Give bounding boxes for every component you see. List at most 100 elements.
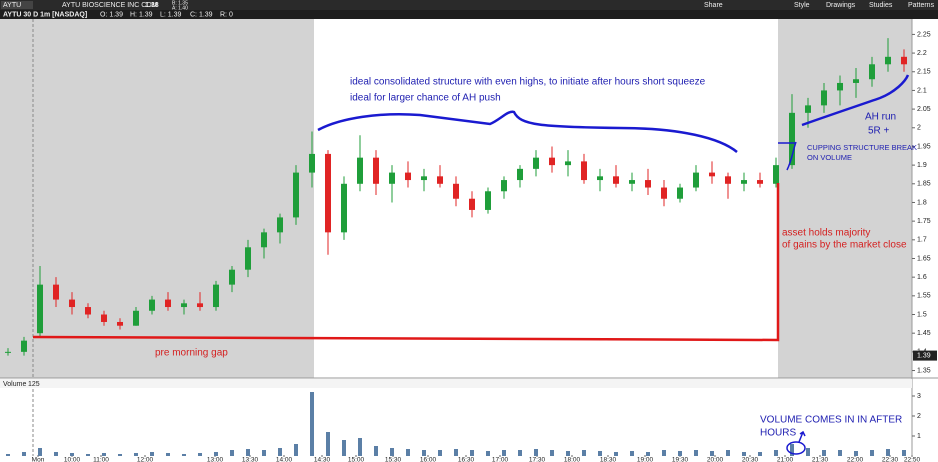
x-tick-label: 21:30 [812, 457, 829, 462]
x-tick-label: 20:00 [707, 457, 724, 462]
x-tick-label: 13:00 [207, 457, 224, 462]
x-tick-label: 15:30 [385, 457, 402, 462]
volume-bar [486, 451, 490, 456]
candle-body [501, 180, 507, 192]
annotation-line [32, 183, 780, 342]
volume-bar [358, 438, 362, 456]
ohlc-value: C: 1.39 [190, 11, 213, 18]
volume-bar [6, 454, 10, 456]
x-tick-label: 14:30 [314, 457, 331, 462]
candle-body [821, 90, 827, 106]
button[interactable]: Studies [869, 2, 893, 9]
y-tick-label: 2.05 [917, 106, 931, 113]
last-price-box [913, 350, 937, 361]
volume-bar [294, 444, 298, 456]
y-tick-label: 1.9 [917, 162, 927, 169]
ohlc-value: L: 1.39 [160, 11, 182, 18]
candle-body [693, 172, 699, 188]
candle-body [773, 165, 779, 184]
y-tick-label: 1.85 [917, 181, 931, 188]
candle-body [453, 183, 459, 199]
ohlc-readout: O: 1.39 H: 1.39 L: 1.39 C: 1.39 R: 0 [100, 11, 233, 18]
volume-bar [454, 449, 458, 456]
volume-tick-label: 3 [917, 393, 921, 400]
candle-body [469, 198, 475, 210]
candle-body [69, 299, 75, 308]
candle-body [629, 180, 635, 184]
candle-body [421, 176, 427, 181]
candle-body [277, 217, 283, 233]
x-tick-label: 16:30 [458, 457, 475, 462]
x-tick-label: 18:30 [600, 457, 617, 462]
candle-body [517, 168, 523, 181]
x-tick-label: 20:30 [742, 457, 759, 462]
button[interactable]: Share [704, 2, 723, 9]
button[interactable]: Style [794, 2, 810, 9]
bid: B: 1.35 [172, 0, 188, 6]
volume-bar [166, 453, 170, 456]
button[interactable]: Patterns [908, 2, 935, 9]
volume-bar [646, 452, 650, 456]
y-tick-label: 1.45 [917, 330, 931, 337]
x-tick-label: 21:00 [777, 457, 794, 462]
x-tick-label: 18:00 [564, 457, 581, 462]
symbol-box[interactable] [1, 1, 33, 9]
study-bar [0, 10, 938, 19]
volume-bar [566, 451, 570, 456]
volume-bar [902, 450, 906, 456]
volume-bar [886, 449, 890, 456]
annotation: AH run [865, 112, 896, 123]
candle-body [549, 157, 555, 166]
candle-body [261, 232, 267, 248]
volume-bar [246, 449, 250, 456]
volume-bar [182, 454, 186, 456]
last-price-label: 1.39 [917, 352, 931, 359]
volume-bar [150, 452, 154, 456]
y-tick-label: 2.25 [917, 31, 931, 38]
volume-bar [22, 452, 26, 456]
x-tick-label: 19:00 [637, 457, 654, 462]
volume-bar [614, 452, 618, 456]
ohlc-value: O: 1.39 [100, 11, 123, 18]
candle-body [869, 64, 875, 80]
candle-body [837, 82, 843, 91]
volume-bar [470, 450, 474, 456]
volume-bar [854, 451, 858, 456]
volume-bar [214, 452, 218, 456]
annotation-arrow [798, 430, 806, 443]
annotation: ideal for larger chance of AH push [350, 93, 501, 104]
candle-body [293, 172, 299, 218]
candle-body [341, 183, 347, 233]
candle-body [901, 56, 907, 65]
annotation-curve [317, 110, 738, 153]
candle-body [789, 112, 795, 166]
afterhours-shading [778, 19, 912, 378]
y-tick-label: 1.65 [917, 255, 931, 262]
candle-body [181, 303, 187, 308]
annotation: pre morning gap [155, 348, 228, 359]
candle-body [565, 161, 571, 166]
y-tick-label: 1.7 [917, 237, 927, 244]
button[interactable]: Drawings [826, 2, 856, 9]
y-tick-label: 2.1 [917, 87, 927, 94]
annotation: asset holds majority [782, 228, 870, 239]
volume-title: Volume [3, 381, 26, 388]
volume-bar [278, 448, 282, 456]
symbol[interactable]: AYTU [3, 2, 21, 9]
volume-bar [774, 450, 778, 456]
volume-bar [678, 451, 682, 456]
volume-bar [198, 453, 202, 456]
volume-bar [534, 449, 538, 456]
candle-body [5, 351, 11, 353]
volume-bar [742, 452, 746, 456]
x-tick-label: 13:30 [242, 457, 259, 462]
candle-body [389, 172, 395, 184]
x-tick-label: 22:00 [847, 457, 864, 462]
x-tick-label: 22:50 [904, 457, 921, 462]
volume-bar [102, 453, 106, 456]
volume-bar [54, 452, 58, 456]
volume-bar [502, 450, 506, 456]
y-tick-label: 1.35 [917, 367, 931, 374]
x-tick-label: 19:30 [672, 457, 689, 462]
